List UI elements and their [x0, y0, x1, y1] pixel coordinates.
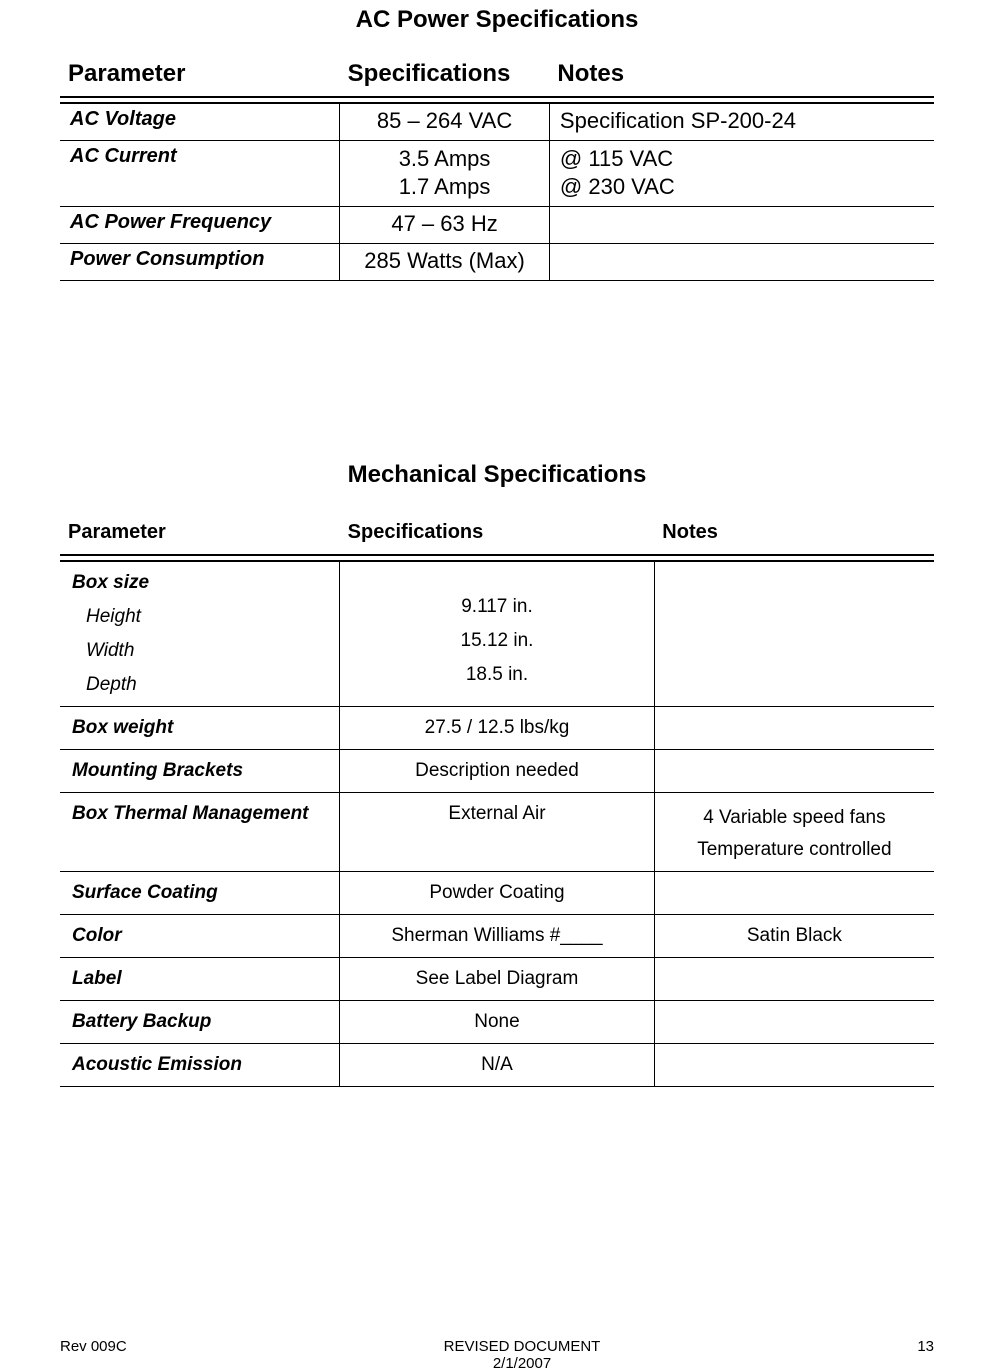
- mechanical-title: Mechanical Specifications: [60, 281, 934, 519]
- mech-row-boxsize: Box size Height Width Depth 9.117 in. 15…: [60, 561, 934, 707]
- mech-label-spec: See Label Diagram: [340, 958, 655, 1001]
- mech-row-label: Label See Label Diagram: [60, 958, 934, 1001]
- ac-current-notes-line1: @ 115 VAC: [560, 145, 924, 173]
- ac-power-param: Power Consumption: [60, 244, 340, 281]
- ac-current-spec-line1: 3.5 Amps: [350, 145, 539, 173]
- ac-power-title: AC Power Specifications: [60, 0, 934, 56]
- mech-boxsize-notes: [654, 561, 934, 707]
- ac-current-spec: 3.5 Amps 1.7 Amps: [340, 141, 550, 207]
- ac-row-current: AC Current 3.5 Amps 1.7 Amps @ 115 VAC @…: [60, 141, 934, 207]
- footer-page-number: 13: [917, 1338, 934, 1372]
- ac-row-power-consumption: Power Consumption 285 Watts (Max): [60, 244, 934, 281]
- footer-rev: Rev 009C: [60, 1338, 127, 1372]
- ac-row-frequency: AC Power Frequency 47 – 63 Hz: [60, 207, 934, 244]
- ac-header-specifications: Specifications: [340, 56, 550, 97]
- mech-boxsize-spec: 9.117 in. 15.12 in. 18.5 in.: [340, 561, 655, 707]
- mech-boxsize-width-label: Width: [72, 628, 327, 662]
- ac-current-notes: @ 115 VAC @ 230 VAC: [549, 141, 934, 207]
- ac-frequency-spec: 47 – 63 Hz: [340, 207, 550, 244]
- mechanical-table: Parameter Specifications Notes Box size …: [60, 519, 934, 1087]
- ac-row-voltage: AC Voltage 85 – 264 VAC Specification SP…: [60, 103, 934, 141]
- mech-mounting-param: Mounting Brackets: [60, 750, 340, 793]
- mech-boxsize-height: 9.117 in.: [352, 572, 642, 618]
- mech-boxsize-height-label: Height: [72, 594, 327, 628]
- mech-row-battery: Battery Backup None: [60, 1001, 934, 1044]
- mech-thermal-notes-line2: Temperature controlled: [667, 829, 922, 861]
- ac-header-parameter: Parameter: [60, 56, 340, 97]
- mech-header-parameter: Parameter: [60, 519, 340, 555]
- ac-current-notes-line2: @ 230 VAC: [560, 173, 924, 201]
- mech-row-acoustic: Acoustic Emission N/A: [60, 1044, 934, 1087]
- mech-header-specifications: Specifications: [340, 519, 655, 555]
- mech-header-notes: Notes: [654, 519, 934, 555]
- page-footer: Rev 009C REVISED DOCUMENT 2/1/2007 13: [60, 1338, 934, 1372]
- ac-frequency-notes: [549, 207, 934, 244]
- ac-power-notes: [549, 244, 934, 281]
- mech-row-color: Color Sherman Williams #____ Satin Black: [60, 915, 934, 958]
- footer-center-bottom: 2/1/2007: [127, 1355, 918, 1372]
- mech-label-notes: [654, 958, 934, 1001]
- ac-voltage-notes: Specification SP-200-24: [549, 103, 934, 141]
- footer-center-top: REVISED DOCUMENT: [127, 1338, 918, 1355]
- mech-thermal-param: Box Thermal Management: [60, 793, 340, 872]
- mech-label-param: Label: [60, 958, 340, 1001]
- mech-battery-spec: None: [340, 1001, 655, 1044]
- ac-power-spec: 285 Watts (Max): [340, 244, 550, 281]
- mech-row-coating: Surface Coating Powder Coating: [60, 872, 934, 915]
- mech-boxsize-depth: 18.5 in.: [352, 652, 642, 686]
- mech-battery-notes: [654, 1001, 934, 1044]
- ac-current-spec-line2: 1.7 Amps: [350, 173, 539, 201]
- mech-color-spec: Sherman Williams #____: [340, 915, 655, 958]
- mech-thermal-notes: 4 Variable speed fans Temperature contro…: [654, 793, 934, 872]
- mech-mounting-notes: [654, 750, 934, 793]
- mech-weight-spec: 27.5 / 12.5 lbs/kg: [340, 707, 655, 750]
- mech-thermal-notes-line1: 4 Variable speed fans: [667, 803, 922, 829]
- ac-frequency-param: AC Power Frequency: [60, 207, 340, 244]
- ac-header-notes: Notes: [549, 56, 934, 97]
- mech-mounting-spec: Description needed: [340, 750, 655, 793]
- mech-color-notes: Satin Black: [654, 915, 934, 958]
- mech-coating-notes: [654, 872, 934, 915]
- mech-coating-spec: Powder Coating: [340, 872, 655, 915]
- mech-acoustic-spec: N/A: [340, 1044, 655, 1087]
- mech-weight-param: Box weight: [60, 707, 340, 750]
- mech-row-thermal: Box Thermal Management External Air 4 Va…: [60, 793, 934, 872]
- mech-weight-notes: [654, 707, 934, 750]
- mech-acoustic-param: Acoustic Emission: [60, 1044, 340, 1087]
- mech-boxsize-depth-label: Depth: [72, 662, 327, 696]
- ac-voltage-param: AC Voltage: [60, 103, 340, 141]
- mech-thermal-spec: External Air: [340, 793, 655, 872]
- mech-boxsize-param: Box size Height Width Depth: [60, 561, 340, 707]
- mech-color-param: Color: [60, 915, 340, 958]
- mech-battery-param: Battery Backup: [60, 1001, 340, 1044]
- mech-row-weight: Box weight 27.5 / 12.5 lbs/kg: [60, 707, 934, 750]
- mech-row-mounting: Mounting Brackets Description needed: [60, 750, 934, 793]
- mech-acoustic-notes: [654, 1044, 934, 1087]
- mech-coating-param: Surface Coating: [60, 872, 340, 915]
- mech-boxsize-width: 15.12 in.: [352, 618, 642, 652]
- ac-voltage-spec: 85 – 264 VAC: [340, 103, 550, 141]
- ac-power-table: Parameter Specifications Notes AC Voltag…: [60, 56, 934, 281]
- mech-boxsize-label: Box size: [72, 572, 327, 594]
- ac-current-param: AC Current: [60, 141, 340, 207]
